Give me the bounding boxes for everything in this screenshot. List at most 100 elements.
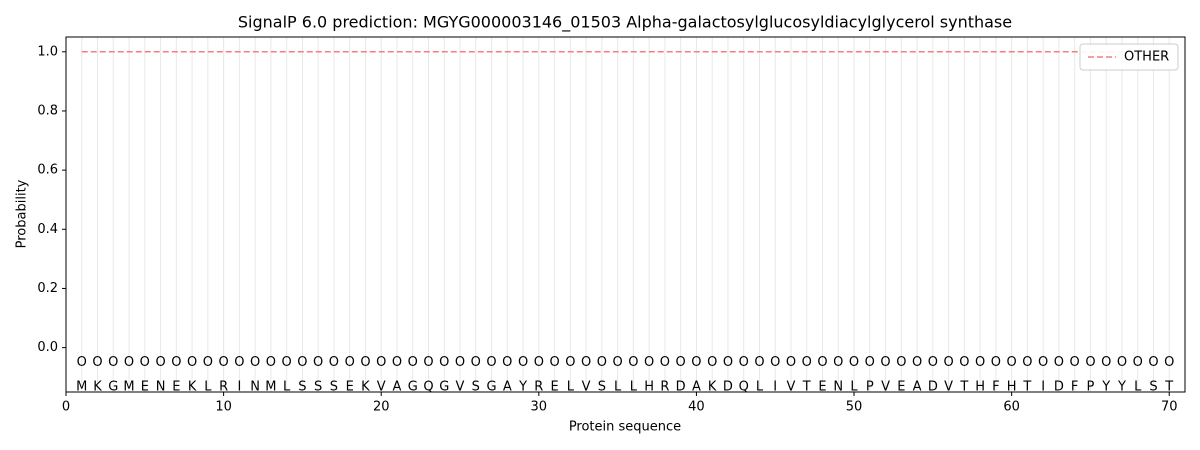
residue-label: D: [676, 380, 686, 395]
state-label: O: [1007, 355, 1017, 370]
residue-label: L: [756, 380, 764, 395]
residue-label: H: [975, 380, 985, 395]
x-tick-label: 60: [1003, 400, 1020, 415]
state-label: O: [266, 355, 276, 370]
residue-label: G: [408, 380, 418, 395]
state-label: O: [565, 355, 575, 370]
residue-label: R: [534, 380, 543, 395]
x-tick-label: 30: [531, 400, 548, 415]
y-tick-label: 0.6: [37, 163, 58, 178]
y-tick-label: 0.2: [37, 281, 58, 296]
residue-label: V: [456, 380, 465, 395]
y-tick-label: 0.0: [37, 340, 58, 355]
state-label: O: [360, 355, 370, 370]
residue-label: E: [550, 380, 558, 395]
state-label: O: [628, 355, 638, 370]
residue-label: Q: [739, 380, 749, 395]
residue-label: N: [833, 380, 843, 395]
state-label: O: [1164, 355, 1174, 370]
residue-label: D: [723, 380, 733, 395]
residue-label: G: [108, 380, 118, 395]
residue-label: L: [850, 380, 858, 395]
state-label: O: [959, 355, 969, 370]
residue-label: L: [283, 380, 291, 395]
residue-label: H: [644, 380, 654, 395]
y-axis-label: Probability: [15, 179, 30, 248]
residue-label: F: [1071, 380, 1078, 395]
x-tick-label: 70: [1161, 400, 1178, 415]
state-label: O: [644, 355, 654, 370]
state-label: O: [943, 355, 953, 370]
state-label: O: [991, 355, 1001, 370]
state-label: O: [817, 355, 827, 370]
residue-label: D: [928, 380, 938, 395]
x-axis-label: Protein sequence: [569, 420, 681, 435]
state-label: O: [439, 355, 449, 370]
residue-label: G: [486, 380, 496, 395]
residue-label: I: [1041, 380, 1045, 395]
residue-label: S: [472, 380, 480, 395]
residue-label: N: [250, 380, 260, 395]
y-tick-label: 0.4: [37, 222, 58, 237]
residue-label: L: [614, 380, 622, 395]
residue-label: K: [188, 380, 197, 395]
state-label: O: [912, 355, 922, 370]
residue-label: L: [630, 380, 638, 395]
state-label: O: [1148, 355, 1158, 370]
state-label: O: [392, 355, 402, 370]
state-label: O: [676, 355, 686, 370]
residue-label: V: [582, 380, 591, 395]
state-label: O: [1038, 355, 1048, 370]
state-label: O: [518, 355, 528, 370]
residue-label: T: [959, 380, 968, 395]
residue-label: L: [204, 380, 212, 395]
state-label: O: [1054, 355, 1064, 370]
state-label: O: [250, 355, 260, 370]
residue-label: T: [1022, 380, 1031, 395]
residue-label: V: [377, 380, 386, 395]
state-label: O: [802, 355, 812, 370]
state-label: O: [502, 355, 512, 370]
residue-label: R: [660, 380, 669, 395]
state-label: O: [408, 355, 418, 370]
state-label: O: [423, 355, 433, 370]
residue-label: E: [141, 380, 149, 395]
chart-title: SignalP 6.0 prediction: MGYG000003146_01…: [238, 13, 1012, 33]
x-tick-label: 20: [373, 400, 390, 415]
state-label: O: [1117, 355, 1127, 370]
state-label: O: [124, 355, 134, 370]
residue-label: E: [172, 380, 180, 395]
residue-label: S: [1149, 380, 1157, 395]
state-label: O: [1133, 355, 1143, 370]
residue-label: S: [330, 380, 338, 395]
state-label: O: [896, 355, 906, 370]
residue-label: A: [503, 380, 512, 395]
residue-label: S: [298, 380, 306, 395]
residue-label: E: [818, 380, 826, 395]
state-label: O: [739, 355, 749, 370]
residue-label: V: [787, 380, 796, 395]
residue-label: M: [76, 380, 87, 395]
residue-label: Q: [423, 380, 433, 395]
residue-label: G: [439, 380, 449, 395]
state-label: O: [1085, 355, 1095, 370]
y-tick-label: 0.8: [37, 103, 58, 118]
state-label: O: [833, 355, 843, 370]
state-label: O: [140, 355, 150, 370]
residue-label: N: [156, 380, 166, 395]
residue-label: V: [881, 380, 890, 395]
residue-label: V: [944, 380, 953, 395]
state-label: O: [329, 355, 339, 370]
residue-label: S: [598, 380, 606, 395]
state-label: O: [77, 355, 87, 370]
state-label: O: [1070, 355, 1080, 370]
legend-label: OTHER: [1124, 50, 1169, 65]
residue-label: Y: [1117, 380, 1126, 395]
residue-label: E: [897, 380, 905, 395]
residue-label: A: [393, 380, 402, 395]
state-label: O: [234, 355, 244, 370]
state-label: O: [691, 355, 701, 370]
residue-label: F: [992, 380, 999, 395]
residue-label: K: [361, 380, 370, 395]
